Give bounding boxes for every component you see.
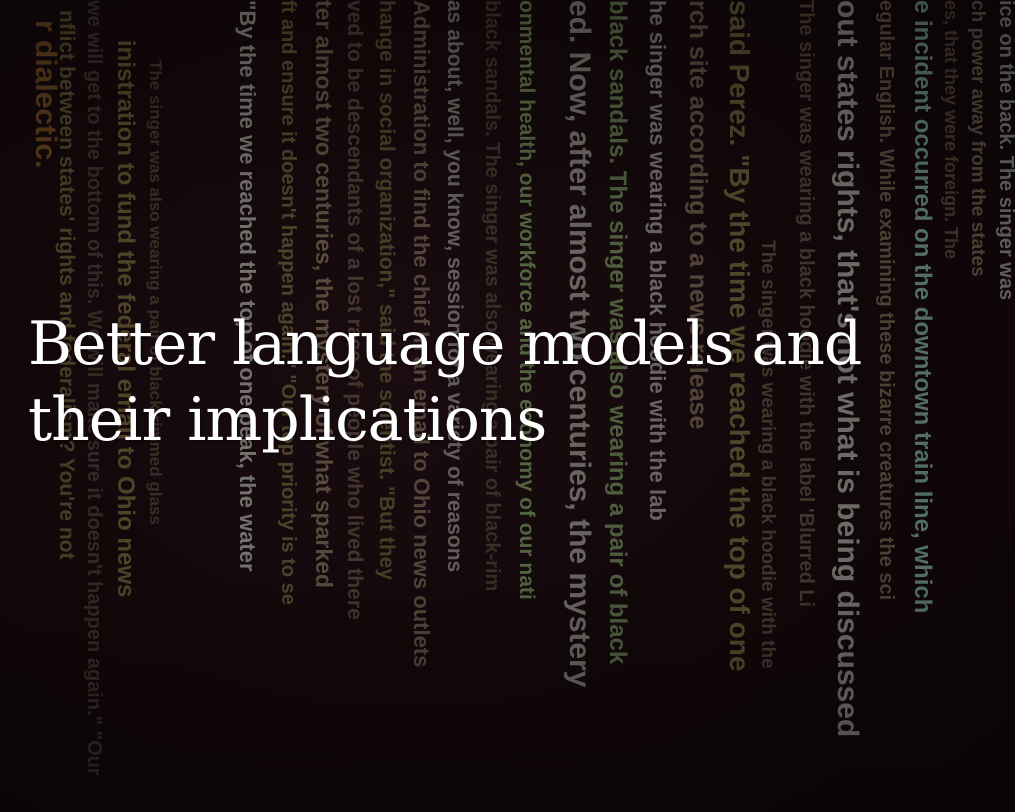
background-text-column: The singer was also wearing a pair of bl… [146,60,165,525]
background-text-column: ter almost two centuries, the mystery of… [311,0,337,588]
background-text-column: "By the time we reached the top of one p… [235,0,260,572]
background-text-column: black sandals. The singer was also weari… [604,0,631,665]
background-text-column: ice on the back. The singer was [995,0,1015,300]
background-text-column: e incident occurred on the downtown trai… [909,0,936,613]
background-text-column: rch site according to a news release [684,0,712,429]
background-text-column: Administration to find the chief In an e… [409,0,434,667]
background-text-column: ft and ensure it doesn't happen again." … [277,0,299,605]
background-text-column: out states rights, that's not what is be… [831,0,864,737]
background-text-column: egular English. While examining these bi… [875,0,897,600]
background-text-column: es, that they were foreign. The [941,0,961,259]
background-text-column: we will get to the bottom of this. We wi… [83,0,105,776]
background-text-column: The singer was wearing a black hoodie wi… [795,0,817,607]
background-text-column: r dialectic. [29,20,62,168]
background-text-column: said Perez. "By the time we reached the … [724,0,755,671]
background-text-column: ch power away from the states [967,0,988,277]
background-text-column: ed. Now, after almost two centuries, the… [563,0,596,688]
background-text-column: as about, well, you know, session for a … [443,0,466,572]
background-text-column: nflict between states' rights and federa… [55,10,78,560]
page-title: Better language models and their implica… [28,309,862,455]
background-text-column: onmental health, our workforce and the e… [515,0,538,600]
background-text-column: he singer was wearing a black hoodie wit… [645,0,670,521]
background-text-column: inistration to fund the federal email to… [112,40,139,597]
background-text-column: black sandals. The singer was also weari… [481,0,503,591]
background-text-column: ved to be descendants of a lost race of … [343,0,366,620]
background-text-column: hange in social organization," said the … [375,0,398,580]
background-text-column: The singer was wearing a black hoodie wi… [757,240,778,669]
